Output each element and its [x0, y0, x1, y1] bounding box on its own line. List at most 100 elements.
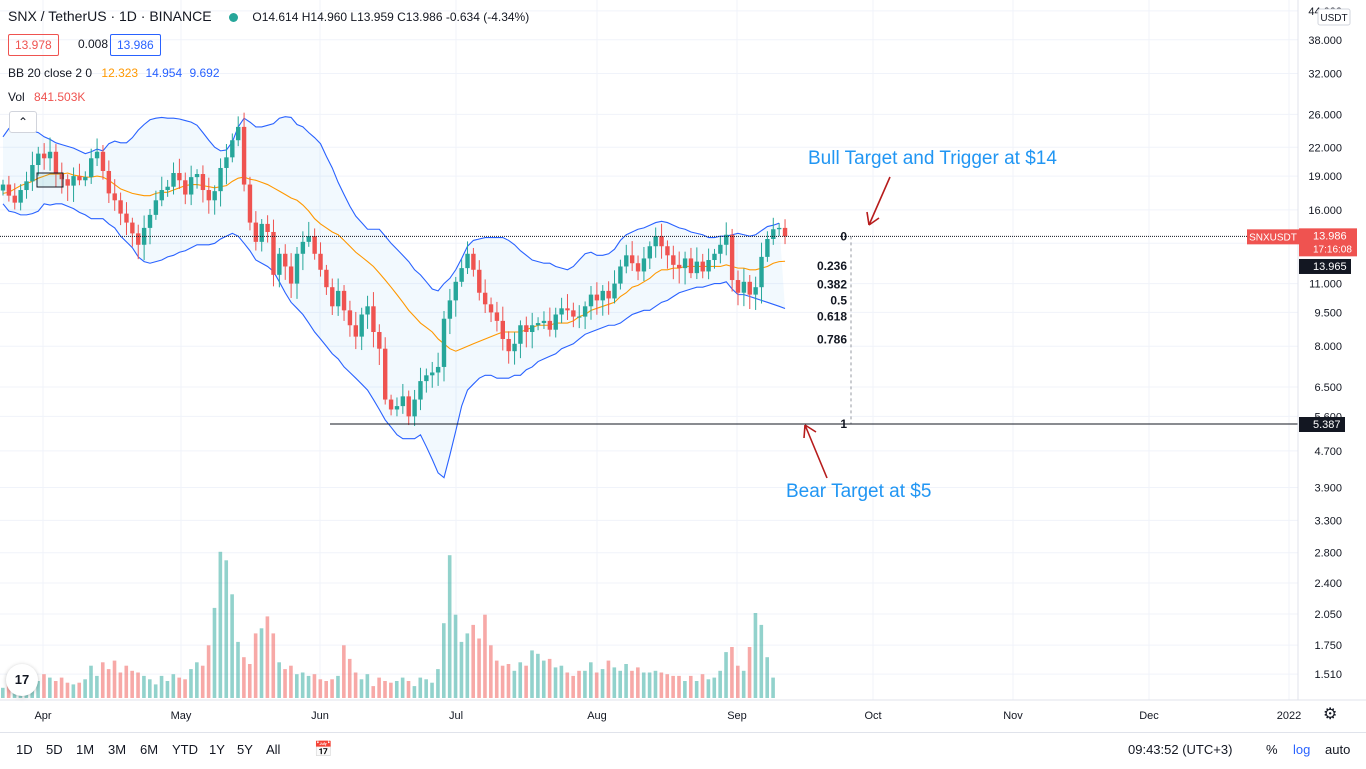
volume-indicator-legend[interactable]: Vol 841.503K — [8, 90, 85, 104]
candle-body — [24, 181, 29, 191]
candle-body — [83, 177, 88, 181]
candle-body — [718, 244, 723, 254]
candle-body — [406, 396, 411, 417]
time-axis: Apr May Jun Jul Aug Sep Oct Nov Dec 2022 — [0, 699, 1366, 722]
range-1y-button[interactable]: 1Y — [209, 742, 225, 757]
auto-scale-toggle[interactable]: auto — [1325, 742, 1351, 757]
candle-body — [106, 170, 112, 194]
candle-body — [465, 253, 470, 269]
candle-body — [494, 312, 500, 321]
volume-bar — [736, 665, 740, 698]
price-tick-label: 1.510 — [1314, 669, 1342, 681]
volume-bar — [206, 645, 211, 698]
volume-bar — [236, 641, 240, 698]
candle-body — [47, 151, 53, 159]
volume-bar — [42, 674, 46, 698]
volume-bar — [612, 667, 617, 698]
volume-bar — [688, 675, 693, 698]
volume-bar — [48, 677, 52, 698]
candle-body — [571, 310, 576, 317]
range-5y-button[interactable]: 5Y — [237, 742, 253, 757]
month-tick-label: Aug — [587, 710, 607, 722]
ohlc-values: O14.614 H14.960 L13.959 C13.986 -0.634 (… — [252, 10, 530, 24]
volume-bar — [312, 674, 317, 698]
bull-arrow-head — [866, 211, 880, 226]
volume-bar — [53, 681, 58, 698]
candle-body — [130, 222, 135, 234]
volume-bar — [224, 560, 229, 698]
range-1d-button[interactable]: 1D — [16, 742, 33, 757]
candle-body — [729, 234, 735, 281]
volume-bar — [112, 660, 117, 698]
bb-indicator-legend[interactable]: BB 20 close 2 0 12.323 14.954 9.692 — [8, 66, 220, 80]
month-tick-label: Jul — [449, 710, 463, 722]
candle-body — [582, 306, 588, 317]
price-axis: 44.00038.00032.00026.00022.00019.00016.0… — [1247, 0, 1357, 700]
range-all-button[interactable]: All — [266, 742, 281, 757]
bid-price[interactable]: 13.978 — [8, 34, 59, 56]
candle-body — [12, 195, 17, 203]
ask-price[interactable]: 13.986 — [110, 34, 161, 56]
candle-body — [547, 320, 553, 330]
bb-upper-value: 14.954 — [145, 66, 183, 80]
volume-bar — [342, 645, 346, 698]
volume-bar — [471, 624, 475, 698]
candle-body — [418, 381, 423, 400]
candle-body — [694, 261, 700, 274]
volume-bar — [477, 638, 481, 698]
candle-body — [236, 126, 241, 141]
volume-bar — [324, 681, 328, 698]
volume-bar — [724, 652, 728, 698]
candlesticks — [0, 112, 1298, 426]
candle-body — [388, 399, 394, 410]
candle-body — [635, 263, 641, 272]
volume-bar — [647, 672, 652, 698]
annotations: Bull Target and Trigger at $14 Bear Targe… — [786, 148, 1057, 502]
candle-body — [271, 231, 276, 275]
candle-body — [482, 292, 488, 305]
bear-arrow-head — [803, 424, 817, 439]
log-scale-toggle[interactable]: log — [1293, 742, 1311, 757]
candle-body — [259, 223, 264, 242]
volume-bar — [706, 679, 711, 698]
candle-body — [218, 167, 223, 192]
tradingview-logo[interactable]: 17 — [6, 664, 38, 696]
volume-bar — [771, 677, 775, 698]
volume-bar — [77, 682, 82, 698]
symbol-tag — [1247, 229, 1299, 245]
currency-label: USDT — [1320, 13, 1347, 24]
candle-body — [412, 399, 417, 417]
symbol-title[interactable]: SNX / TetherUS · 1D · BINANCE — [8, 8, 212, 24]
range-5d-button[interactable]: 5D — [46, 742, 63, 757]
percent-scale-toggle[interactable]: % — [1266, 742, 1278, 757]
volume-bar — [171, 674, 176, 698]
candle-body — [459, 268, 464, 282]
volume-bar — [483, 614, 487, 698]
volume-bar — [506, 664, 511, 698]
chart-settings-gear-icon[interactable]: ⚙ — [1323, 706, 1338, 723]
bb-basis-value: 12.323 — [101, 66, 139, 80]
candle-body — [453, 281, 458, 301]
candle-body — [318, 253, 323, 270]
volume-bar — [100, 662, 105, 698]
spread-value: 0.008 — [78, 37, 109, 51]
candle-body — [394, 406, 400, 410]
range-6m-button[interactable]: 6M — [140, 742, 159, 757]
collapse-legend-button[interactable]: ⌃ — [9, 111, 37, 133]
range-3m-button[interactable]: 3M — [108, 742, 127, 757]
volume-bar — [453, 614, 458, 698]
clock-time[interactable]: 09:43:52 (UTC+3) — [1128, 742, 1233, 757]
volume-bar — [436, 669, 440, 698]
range-1m-button[interactable]: 1M — [76, 742, 95, 757]
bottom-toolbar: 1D 5D 1M 3M 6M YTD 1Y 5Y All 📅 09:43:52 … — [0, 732, 1366, 769]
candle-body — [71, 176, 76, 186]
goto-date-icon[interactable]: 📅 — [314, 741, 333, 758]
volume-bar — [89, 665, 93, 698]
range-ytd-button[interactable]: YTD — [172, 742, 198, 757]
candle-body — [353, 325, 358, 337]
volume-bar — [512, 670, 517, 698]
volume-bar — [271, 633, 276, 698]
candle-body — [700, 261, 705, 272]
candle-body — [759, 256, 764, 288]
